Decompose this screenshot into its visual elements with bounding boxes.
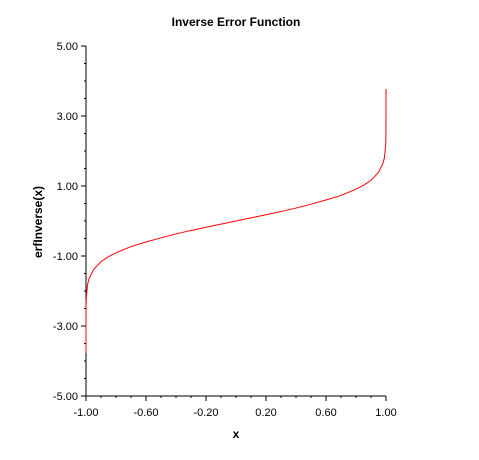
chart-title: Inverse Error Function [172,15,301,29]
y-tick-label: -5.00 [53,391,78,403]
x-axis-label: x [233,427,240,441]
x-tick-label: -1.00 [73,407,98,419]
x-tick-label: 0.60 [315,407,336,419]
x-tick-label: -0.20 [193,407,218,419]
y-tick-label: 3.00 [57,111,78,123]
x-tick-label: 0.20 [255,407,276,419]
y-tick-label: 5.00 [57,41,78,53]
y-axis-label: erfInverse(x) [31,186,45,258]
axes: 5.00 3.00 1.00 -1.00 -3.00 -5.00 -1.00 -0.60 -0.… [53,41,397,419]
series-line [85,89,387,353]
x-tick-label: 1.00 [375,407,396,419]
x-tick-label: -0.60 [133,407,158,419]
y-tick-label: -3.00 [53,321,78,333]
y-tick-label: -1.00 [53,251,78,263]
y-tick-label: 1.00 [57,181,78,193]
plot-area [85,89,387,353]
